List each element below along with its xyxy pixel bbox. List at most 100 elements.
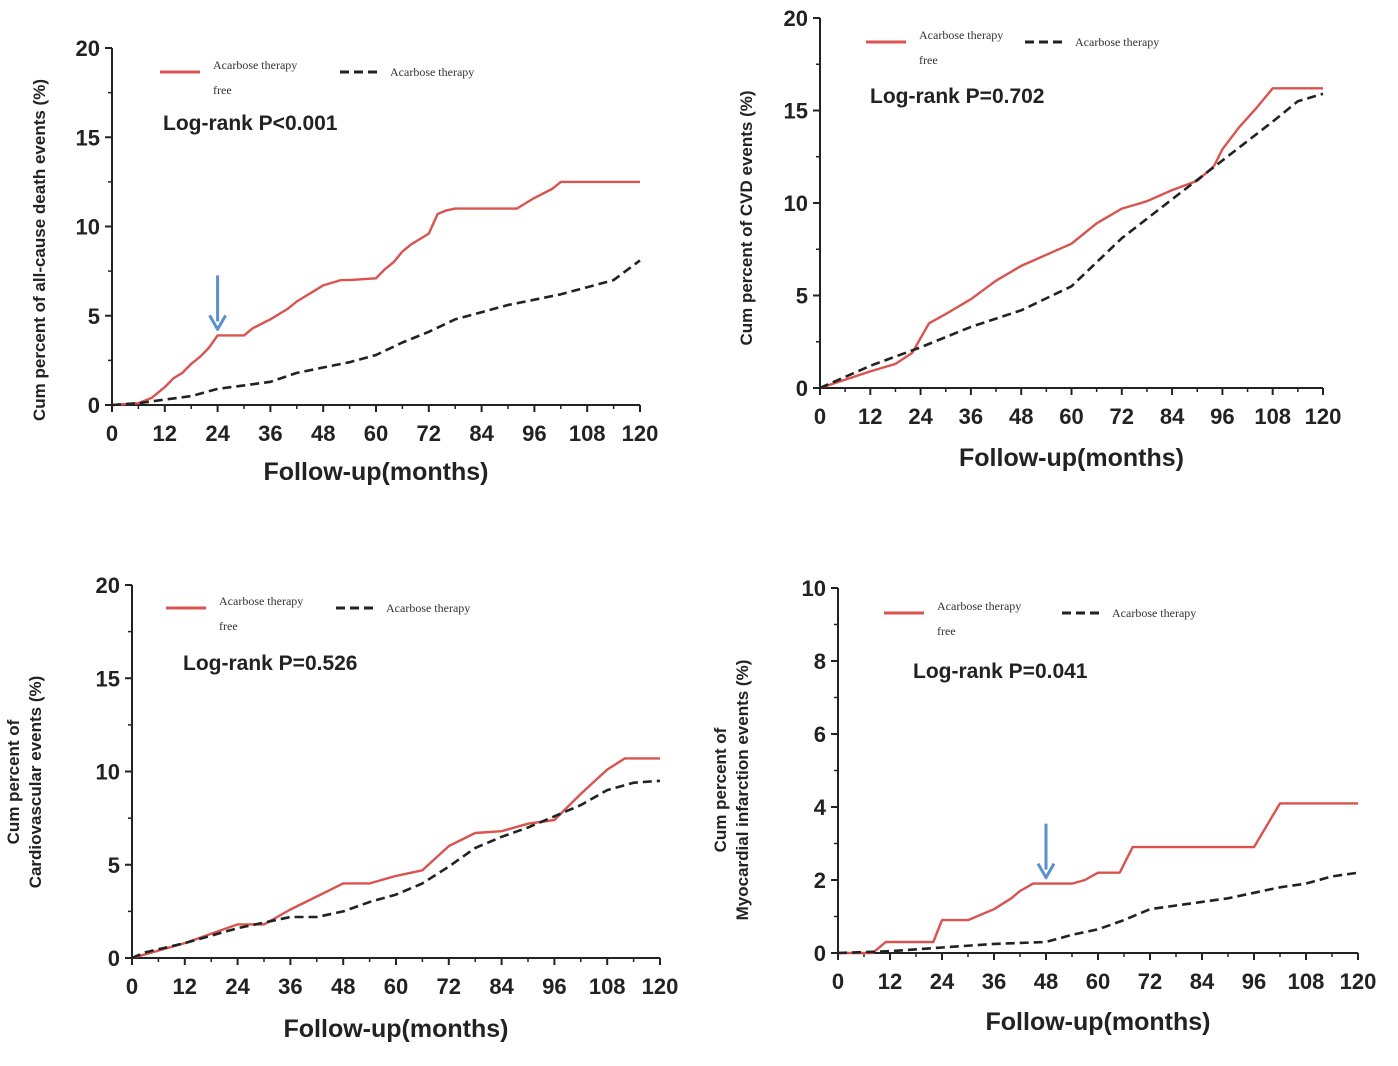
x-tick-label: 60 (1059, 404, 1083, 429)
x-tick-label: 120 (1305, 404, 1342, 429)
series-line-acarbose (131, 779, 661, 960)
y-tick-label: 2 (814, 868, 826, 893)
x-tick-label: 24 (205, 421, 230, 446)
y-tick-label: 10 (96, 760, 120, 785)
y-tick-label: 10 (76, 215, 100, 240)
x-tick-label: 84 (1190, 969, 1215, 994)
x-tick-label: 96 (1210, 404, 1234, 429)
x-tick-label: 60 (364, 421, 388, 446)
x-axis-label: Follow-up(months) (264, 458, 489, 486)
y-tick-label: 20 (96, 573, 120, 598)
logrank-annotation: Log-rank P=0.526 (183, 652, 358, 675)
x-tick-label: 108 (1288, 969, 1325, 994)
x-tick-label: 24 (908, 404, 933, 429)
y-tick-label: 20 (784, 6, 808, 31)
x-tick-label: 48 (311, 421, 335, 446)
y-tick-label: 4 (814, 795, 827, 820)
y-tick-label: 6 (814, 722, 826, 747)
y-tick-label: 8 (814, 649, 826, 674)
x-tick-label: 60 (384, 974, 408, 999)
x-tick-label: 12 (153, 421, 177, 446)
x-tick-label: 24 (930, 969, 955, 994)
x-tick-label: 36 (258, 421, 282, 446)
logrank-annotation: Log-rank P=0.041 (913, 660, 1088, 683)
legend-label-acarbose: Acarbose therapy (390, 65, 474, 79)
chart-panel-2: 0 12 24 36 48 60 72 84 96 108 120 0 5 10 15 20 Follow-up… (737, 6, 1341, 472)
x-tick-label: 96 (522, 421, 546, 446)
y-axis-label: Cardiovascular events (%) (26, 676, 45, 889)
legend-label-acarbose: Acarbose therapy (1075, 35, 1159, 49)
x-axis-label: Follow-up(months) (284, 1015, 509, 1043)
y-tick-label: 0 (814, 941, 826, 966)
x-tick-label: 84 (469, 421, 494, 446)
logrank-annotation: Log-rank P<0.001 (163, 112, 338, 135)
x-axis-label: Follow-up(months) (959, 444, 1184, 472)
x-tick-label: 12 (878, 969, 902, 994)
y-tick-label: 0 (88, 393, 100, 418)
legend-label-acarbose-free: Acarbose therapy free (213, 58, 297, 97)
series-line-acarbose (819, 92, 1324, 390)
legend-label-acarbose-free: Acarbose therapy free (219, 594, 303, 633)
x-tick-label: 108 (1254, 404, 1291, 429)
series-line-acarbose-free (819, 87, 1323, 390)
x-tick-label: 12 (173, 974, 197, 999)
x-tick-label: 48 (1009, 404, 1033, 429)
x-tick-label: 36 (982, 969, 1006, 994)
y-axis-label: Cum percent of (4, 719, 23, 844)
x-tick-label: 108 (569, 421, 606, 446)
x-tick-label: 84 (1160, 404, 1185, 429)
x-tick-label: 108 (589, 974, 626, 999)
chart-panel-4: 0 12 24 36 48 60 72 84 96 108 1200246810Follow-up(… (711, 576, 1376, 1036)
x-tick-label: 120 (1340, 969, 1377, 994)
y-tick-label: 20 (76, 36, 100, 61)
legend: Acarbose therapy free Acarbose therapy (866, 28, 1159, 67)
legend: Acarbose therapy free Acarbose therapy (166, 594, 470, 633)
x-tick-label: 72 (417, 421, 441, 446)
x-tick-label: 60 (1086, 969, 1110, 994)
y-tick-label: 10 (802, 576, 826, 601)
x-tick-label: 12 (858, 404, 882, 429)
x-tick-label: 96 (1242, 969, 1266, 994)
logrank-annotation: Log-rank P=0.702 (870, 85, 1045, 108)
x-tick-label: 96 (542, 974, 566, 999)
x-tick-label: 72 (1138, 969, 1162, 994)
x-tick-label: 120 (642, 974, 679, 999)
series-line-acarbose-free (838, 802, 1358, 955)
y-axis-label: Cum percent of (711, 727, 730, 852)
legend-label-acarbose: Acarbose therapy (386, 601, 470, 615)
series-line-acarbose-free (131, 757, 660, 960)
x-tick-label: 0 (814, 404, 826, 429)
legend-label-acarbose-free: Acarbose therapy free (937, 599, 1021, 638)
x-tick-label: 36 (278, 974, 302, 999)
legend: Acarbose therapy free Acarbose therapy (884, 599, 1196, 638)
x-axis-label: Follow-up(months) (986, 1008, 1211, 1036)
x-tick-label: 72 (437, 974, 461, 999)
chart-panel-1: 0 12 24 36 48 60 72 84 96 108 120 0 5 10 15 20 Follow-up… (30, 36, 658, 486)
legend: Acarbose therapy free Acarbose therapy (160, 58, 474, 97)
y-tick-label: 10 (784, 191, 808, 216)
x-tick-label: 36 (959, 404, 983, 429)
y-tick-label: 15 (96, 666, 120, 691)
y-tick-label: 5 (88, 304, 100, 329)
y-axis-label: Myocardial infarction events (%) (733, 660, 752, 921)
x-tick-label: 0 (106, 421, 118, 446)
x-tick-label: 72 (1110, 404, 1134, 429)
y-tick-label: 0 (796, 376, 808, 401)
legend-label-acarbose: Acarbose therapy (1112, 606, 1196, 620)
series-line-acarbose (111, 259, 641, 407)
chart-panel-3: 0 12 24 36 48 60 72 84 96 108 120 0 5 10 15 20 Follow-up… (4, 573, 678, 1043)
legend-label-acarbose-free: Acarbose therapy free (919, 28, 1003, 67)
x-tick-label: 120 (622, 421, 659, 446)
arrow-marker-icon (208, 275, 227, 331)
x-tick-label: 0 (126, 974, 138, 999)
y-axis-label: Cum percent of CVD events (%) (737, 90, 756, 345)
x-tick-label: 84 (489, 974, 514, 999)
y-tick-label: 5 (108, 853, 120, 878)
x-tick-label: 24 (225, 974, 250, 999)
x-tick-label: 48 (1034, 969, 1058, 994)
arrow-head (208, 314, 227, 331)
y-tick-label: 5 (796, 284, 808, 309)
y-tick-label: 0 (108, 946, 120, 971)
y-tick-label: 15 (784, 99, 808, 124)
